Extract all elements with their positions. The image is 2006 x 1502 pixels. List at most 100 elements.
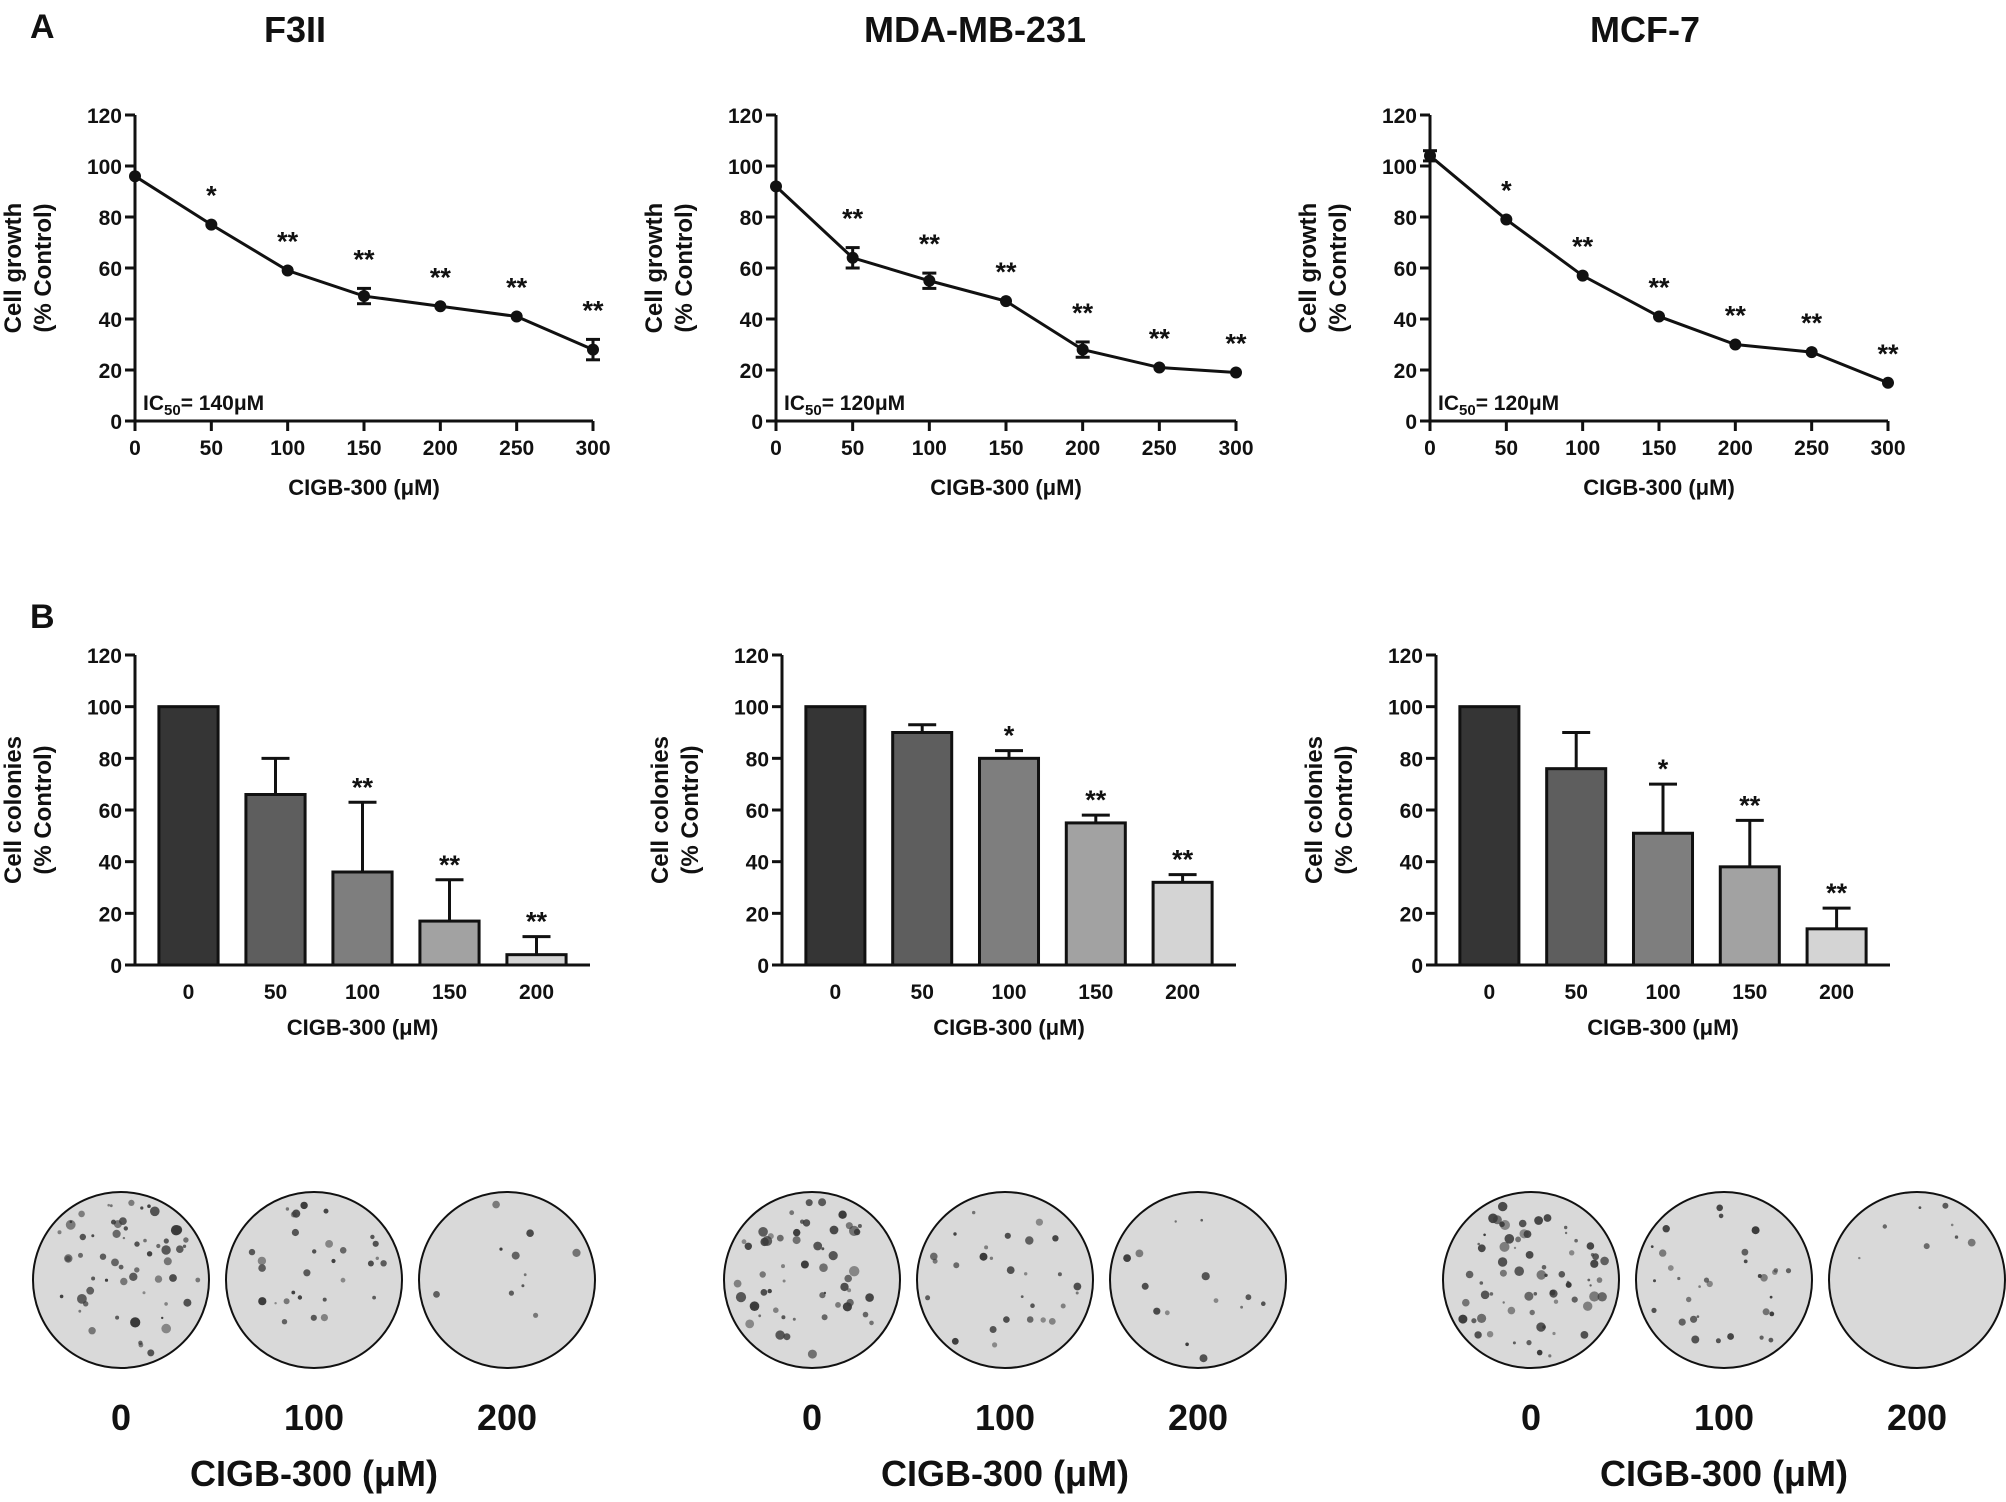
- colony-speck: [283, 1298, 290, 1305]
- colony-speck: [1548, 1354, 1552, 1358]
- y-axis-title-line1: Cell colonies: [1301, 736, 1328, 884]
- ic50-subscript: 50: [805, 402, 822, 419]
- y-axis-title-line2: (% Control): [30, 203, 57, 332]
- significance-mark: **: [995, 257, 1017, 287]
- colony-speck: [1477, 1313, 1487, 1323]
- colony-speck: [849, 1266, 860, 1277]
- plate-dose-label: 200: [1887, 1397, 1947, 1438]
- colony-speck: [1718, 1213, 1724, 1219]
- colony-speck: [310, 1314, 317, 1321]
- data-point: [205, 218, 218, 231]
- x-tick-label: 150: [988, 437, 1023, 460]
- y-tick-label: 0: [110, 955, 122, 978]
- colony-speck: [91, 1234, 95, 1238]
- data-point: [434, 300, 447, 313]
- x-tick-label: 50: [1495, 437, 1518, 460]
- colony-speck: [1502, 1301, 1505, 1304]
- ic50-annotation: IC50= 120μM: [784, 392, 905, 419]
- y-tick-label: 120: [87, 645, 122, 668]
- colony-speck: [290, 1211, 297, 1218]
- y-tick-label: 40: [740, 309, 763, 332]
- colony-speck: [1488, 1213, 1498, 1224]
- colony-speck: [1773, 1268, 1779, 1273]
- plate-dose-label: 100: [1694, 1397, 1754, 1438]
- y-tick-label: 100: [734, 697, 769, 720]
- colony-speck: [526, 1229, 534, 1237]
- colony-speck: [380, 1260, 387, 1267]
- colony-speck: [281, 1319, 288, 1325]
- y-tick-label: 120: [734, 645, 769, 668]
- colony-speck: [323, 1208, 329, 1214]
- colony-speck: [1564, 1225, 1568, 1230]
- colony-speck: [78, 1210, 85, 1218]
- bar: [418, 919, 481, 967]
- colony-speck: [291, 1290, 296, 1295]
- colony-speck: [572, 1248, 581, 1257]
- colony-speck: [143, 1238, 147, 1243]
- bar: [977, 756, 1041, 967]
- plate-dish: [1635, 1191, 1813, 1369]
- colony-speck: [1153, 1307, 1161, 1315]
- colony-speck: [1026, 1316, 1034, 1323]
- data-point: [510, 310, 523, 323]
- ic50-annotation: IC50= 140μM: [143, 392, 264, 419]
- plate-dish: [1109, 1191, 1287, 1369]
- colony-speck: [1759, 1335, 1764, 1340]
- y-tick-label: 100: [728, 156, 763, 179]
- colony-speck: [1587, 1278, 1591, 1282]
- colony-speck: [1518, 1219, 1527, 1228]
- colony-speck: [1574, 1238, 1578, 1243]
- y-tick-label: 120: [1388, 645, 1423, 668]
- plate-dose-label: 200: [477, 1397, 537, 1438]
- colony-speck: [312, 1249, 317, 1254]
- plates-f3ii: 0 100 200 CIGB-300 (μM): [32, 1191, 596, 1494]
- x-tick-label: 200: [1165, 981, 1200, 1004]
- data-point: [587, 343, 599, 356]
- colony-speck: [1536, 1322, 1546, 1332]
- colony-speck: [741, 1239, 747, 1245]
- y-tick-label: 0: [110, 411, 122, 434]
- ic50-prefix: IC: [1438, 392, 1459, 415]
- bar: [1064, 821, 1127, 967]
- plate-dose-label: 0: [802, 1397, 822, 1438]
- colony-speck: [195, 1277, 201, 1283]
- colony-speck: [1698, 1285, 1701, 1288]
- colony-speck: [1882, 1224, 1888, 1229]
- x-tick-label: 150: [1732, 981, 1767, 1004]
- y-tick-label: 20: [746, 903, 769, 926]
- y-axis-title-line2: (% Control): [671, 203, 698, 332]
- y-tick-label: 100: [1382, 156, 1417, 179]
- colony-speck: [1025, 1236, 1034, 1245]
- y-tick-label: 20: [99, 360, 122, 383]
- colony-speck: [857, 1224, 862, 1228]
- colony-speck: [1544, 1273, 1548, 1278]
- colony-speck: [176, 1245, 184, 1253]
- x-tick-label: 100: [912, 437, 947, 460]
- colony-speck: [65, 1219, 76, 1230]
- colony-speck: [107, 1203, 110, 1207]
- bar: [331, 870, 394, 967]
- y-tick-label: 100: [1388, 697, 1423, 720]
- colony-speck: [760, 1237, 769, 1247]
- colony-speck: [1533, 1292, 1538, 1296]
- x-tick-label: 250: [499, 437, 534, 460]
- bar: [891, 731, 954, 967]
- colony-speck: [1703, 1277, 1710, 1283]
- x-tick-label: 0: [129, 437, 141, 460]
- plates-mda-mb-231: 0 100 200 CIGB-300 (μM): [723, 1191, 1287, 1494]
- significance-mark: **: [1149, 323, 1171, 353]
- colony-speck: [1135, 1249, 1144, 1258]
- plate-dose-label: 0: [111, 1397, 131, 1438]
- colony-speck: [1743, 1259, 1748, 1264]
- colony-speck: [248, 1248, 256, 1256]
- colony-speck: [142, 1291, 146, 1295]
- colony-speck: [164, 1302, 168, 1306]
- x-tick-label: 200: [423, 437, 458, 460]
- colony-speck: [930, 1252, 938, 1261]
- colony-plate: [723, 1191, 901, 1369]
- x-tick-label: 0: [1484, 981, 1496, 1004]
- colony-speck: [1524, 1291, 1534, 1301]
- plate-dose-label: 0: [1521, 1397, 1541, 1438]
- bar: [1805, 927, 1868, 967]
- colony-speck: [1651, 1307, 1657, 1313]
